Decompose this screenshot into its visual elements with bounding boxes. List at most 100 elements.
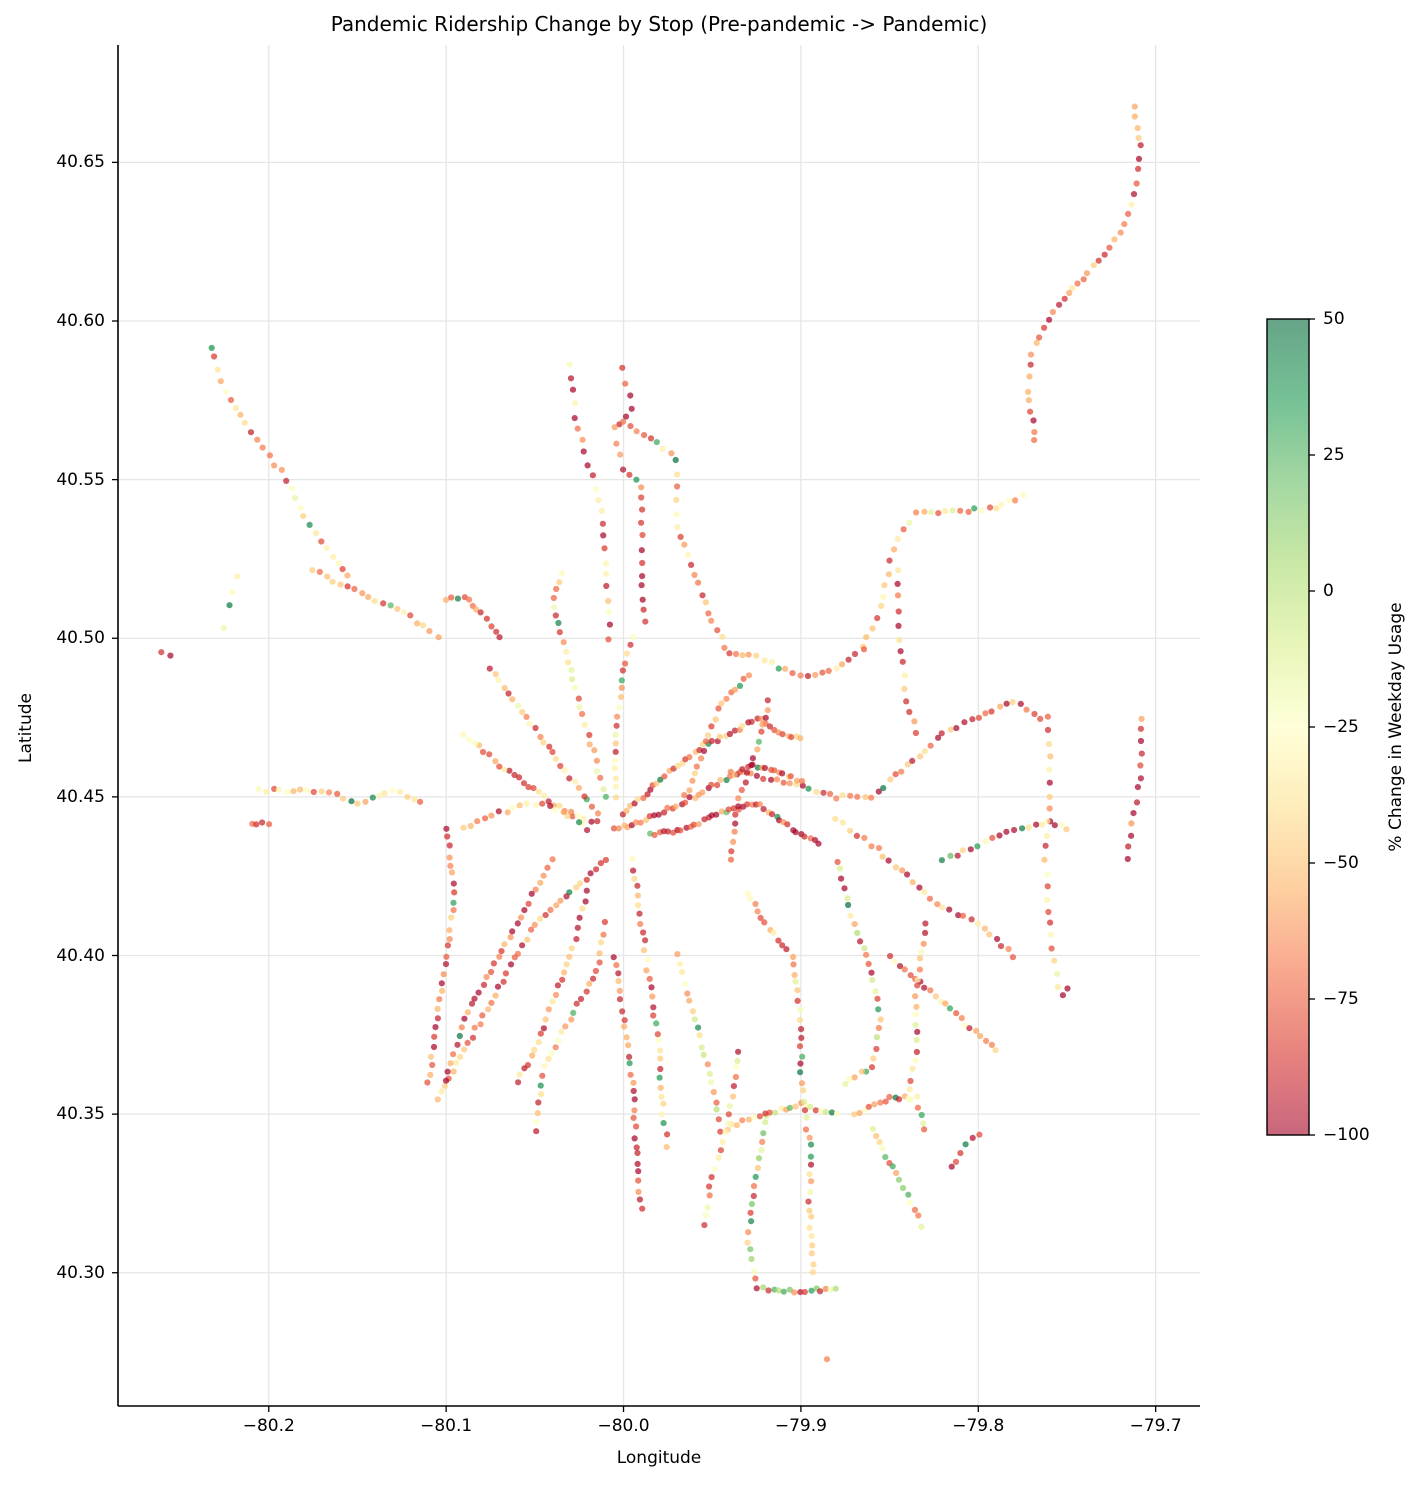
stop-point: [917, 753, 924, 760]
stop-point: [748, 762, 755, 769]
stop-point: [833, 1110, 841, 1117]
stop-point: [713, 1099, 720, 1106]
stop-point: [535, 788, 543, 795]
stop-point: [297, 504, 304, 511]
stop-point: [952, 1158, 960, 1165]
stop-point: [1031, 710, 1038, 718]
stop-point: [969, 716, 976, 723]
stop-point: [596, 950, 603, 957]
stop-point: [266, 821, 273, 828]
stop-point: [596, 959, 603, 966]
stop-point: [558, 1028, 565, 1035]
stop-point: [586, 731, 593, 739]
stop-point: [928, 509, 935, 516]
stop-point: [914, 1104, 922, 1111]
stop-point: [773, 776, 781, 783]
stop-point: [570, 1009, 577, 1017]
stop-point: [432, 1024, 439, 1031]
stop-point: [679, 969, 686, 976]
stop-point: [808, 1178, 815, 1185]
stop-point: [796, 1043, 804, 1050]
stop-point: [617, 451, 624, 458]
stop-point: [868, 843, 875, 850]
stop-point: [535, 1039, 542, 1046]
stop-point: [738, 786, 745, 794]
stop-point: [989, 834, 996, 842]
stop-point: [447, 862, 454, 870]
stop-point: [420, 622, 427, 629]
stop-point: [661, 773, 668, 780]
stop-point: [822, 1285, 829, 1292]
stop-point: [792, 829, 799, 836]
colorbar-tick-label: −25: [1323, 717, 1359, 737]
stop-point: [733, 1063, 740, 1070]
x-tick-label: −80.2: [242, 1416, 295, 1436]
stop-point: [756, 801, 764, 808]
stop-point: [880, 593, 887, 601]
stop-point: [812, 1107, 819, 1114]
stop-point: [745, 1229, 752, 1236]
stop-point: [878, 602, 885, 610]
stop-point: [695, 579, 702, 586]
stop-point: [1047, 931, 1055, 938]
stop-point: [844, 895, 851, 902]
stop-point: [571, 684, 579, 691]
stop-point: [681, 541, 688, 548]
stop-point: [574, 812, 581, 819]
stop-point: [536, 915, 544, 922]
stop-point: [688, 561, 695, 569]
stop-point: [770, 929, 777, 936]
stop-point: [803, 1114, 810, 1121]
stop-point: [623, 1034, 630, 1041]
stop-point: [658, 1111, 665, 1118]
stop-point: [875, 1006, 882, 1013]
stop-point: [628, 405, 635, 412]
stop-point: [674, 524, 681, 531]
stop-point: [863, 634, 870, 641]
stop-point: [488, 999, 495, 1007]
stop-point: [895, 1096, 903, 1103]
stop-point: [827, 1286, 834, 1293]
stop-point: [894, 535, 901, 543]
stop-point: [339, 795, 347, 802]
stop-point: [610, 825, 618, 832]
stop-point: [942, 1000, 949, 1007]
stop-point: [865, 960, 872, 968]
stop-point: [886, 557, 893, 564]
stop-point: [568, 945, 575, 952]
stop-point: [641, 432, 648, 439]
stop-point: [448, 594, 455, 601]
stop-point: [806, 1224, 813, 1231]
stop-point: [540, 739, 547, 746]
stop-point: [389, 787, 396, 794]
stop-point: [575, 784, 583, 792]
stop-point: [967, 846, 974, 853]
stop-point: [1017, 700, 1024, 708]
stop-point: [891, 958, 898, 965]
stop-point: [597, 860, 605, 867]
stop-point: [1037, 715, 1044, 723]
stop-point: [427, 1071, 434, 1078]
stop-point: [753, 652, 760, 659]
stop-point: [482, 815, 489, 822]
stop-point: [935, 734, 942, 741]
stop-point: [851, 1111, 858, 1118]
stop-point: [836, 865, 844, 872]
stop-point: [748, 1218, 755, 1225]
stop-point: [800, 1098, 808, 1105]
stop-point: [475, 989, 482, 996]
stop-point: [289, 485, 296, 492]
stop-point: [562, 1023, 569, 1030]
stop-point: [457, 1053, 464, 1060]
stop-point: [725, 1120, 732, 1127]
stop-point: [577, 995, 585, 1003]
colorbar: [1266, 318, 1315, 1136]
stop-point: [732, 820, 739, 827]
stop-point: [768, 659, 776, 666]
stop-point: [472, 606, 480, 613]
stop-point: [755, 738, 763, 745]
stop-point: [834, 858, 841, 866]
stop-point: [624, 650, 631, 657]
stop-point: [780, 1288, 787, 1295]
stop-point: [827, 790, 834, 798]
